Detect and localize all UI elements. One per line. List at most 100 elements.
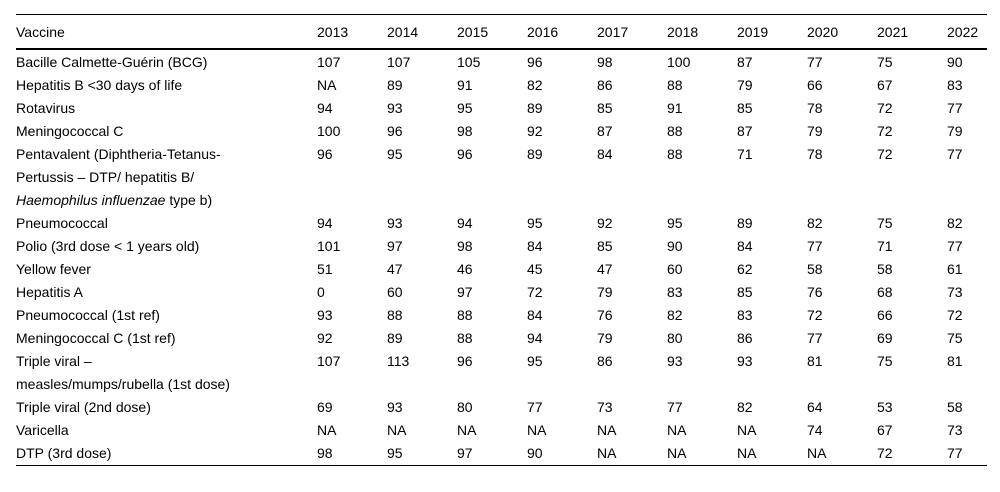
vaccine-name-cell: Polio (3rd dose < 1 years old) <box>16 235 317 258</box>
coverage-value-cell: 93 <box>317 307 333 323</box>
coverage-value-cell: 81 <box>807 353 823 369</box>
coverage-value-cell: 96 <box>457 146 473 162</box>
coverage-value-cell: 77 <box>667 399 683 415</box>
coverage-value-cell: 87 <box>597 123 613 139</box>
coverage-value-cell: 105 <box>457 54 481 70</box>
vaccine-name-segment: Polio (3rd dose < 1 years old) <box>16 238 200 254</box>
coverage-value-cell: 88 <box>667 146 683 162</box>
vaccine-name-segment: Triple viral (2nd dose) <box>16 399 151 415</box>
coverage-value-cell: 83 <box>737 307 753 323</box>
coverage-value-cell: NA <box>737 445 757 461</box>
coverage-value-cell: 75 <box>877 215 893 231</box>
coverage-value-cell: 97 <box>457 284 473 300</box>
vaccine-name-segment: Bacille Calmette-Guérin (BCG) <box>16 54 208 70</box>
coverage-value-cell: 61 <box>947 261 963 277</box>
coverage-value-cell: NA <box>317 422 337 438</box>
coverage-value-cell: 93 <box>387 399 403 415</box>
table-row: Polio (3rd dose < 1 years old) 101 97 98 84 8… <box>16 235 987 258</box>
coverage-value-cell: 82 <box>947 215 963 231</box>
table-row: Meningococcal C (1st ref) 92 89 88 94 79 80 86 7… <box>16 327 987 350</box>
vaccine-name-segment: Varicella <box>16 422 69 438</box>
coverage-value-cell: 95 <box>527 215 543 231</box>
vaccine-column-header: Vaccine <box>16 14 317 50</box>
vaccine-name-cell: Hepatitis A <box>16 281 317 304</box>
vaccine-name-segment: Meningococcal C <box>16 123 124 139</box>
coverage-value-cell: 113 <box>387 353 410 369</box>
vaccine-name-cell: Hepatitis B <30 days of life <box>16 74 317 97</box>
coverage-value-cell: 100 <box>667 54 691 70</box>
coverage-value-cell: 88 <box>457 307 473 323</box>
coverage-value-cell: 91 <box>667 100 683 116</box>
header-row: Vaccine 2013 2014 2015 2016 2017 2018 2019 2020 2… <box>16 14 987 50</box>
year-column-header: 2018 <box>667 14 737 50</box>
coverage-value-cell: 79 <box>807 123 823 139</box>
vaccine-name-segment: type b) <box>165 192 213 208</box>
table-row: Rotavirus 94 93 95 89 85 91 85 78 72 77 <box>16 97 987 120</box>
coverage-value-cell: NA <box>387 422 407 438</box>
table-row: Hepatitis A 0 60 97 72 79 83 85 76 68 73 <box>16 281 987 304</box>
coverage-value-cell: 88 <box>457 330 473 346</box>
table-header: Vaccine 2013 2014 2015 2016 2017 2018 2019 2020 2… <box>16 14 987 50</box>
table-row: Varicella NA NA NA NA NA NA NA 74 67 73 <box>16 419 987 442</box>
vaccine-name-segment: measles/mumps/rubella (1st dose) <box>16 376 230 392</box>
coverage-value-cell: 66 <box>807 77 823 93</box>
coverage-value-cell: 96 <box>457 353 473 369</box>
coverage-value-cell: 58 <box>807 261 823 277</box>
coverage-value-cell: 71 <box>877 238 893 254</box>
coverage-value-cell: 93 <box>737 353 753 369</box>
coverage-value-cell: 73 <box>597 399 613 415</box>
coverage-value-cell: 78 <box>807 146 823 162</box>
coverage-value-cell: NA <box>317 77 337 93</box>
vaccine-name-segment: Triple viral – <box>16 353 92 369</box>
vaccine-name-segment: DTP (3rd dose) <box>16 445 112 461</box>
coverage-value-cell: 97 <box>457 445 473 461</box>
coverage-value-cell: 78 <box>807 100 823 116</box>
coverage-value-cell: 72 <box>947 307 963 323</box>
coverage-value-cell: 71 <box>737 146 753 162</box>
vaccine-name-segment: Pertussis – DTP/ hepatitis B/ <box>16 169 195 185</box>
page: Vaccine 2013 2014 2015 2016 2017 2018 2019 2020 2… <box>0 14 1000 492</box>
vaccine-name-segment: Pneumococcal <box>16 215 108 231</box>
vaccine-name-cell: Pneumococcal (1st ref) <box>16 304 317 327</box>
year-column-header: 2017 <box>597 14 667 50</box>
coverage-value-cell: 62 <box>737 261 753 277</box>
coverage-value-cell: 86 <box>597 353 613 369</box>
table-row: Pentavalent (Diphtheria-Tetanus- Pertussi… <box>16 143 987 212</box>
coverage-value-cell: 0 <box>317 284 325 300</box>
coverage-value-cell: 100 <box>317 123 341 139</box>
vaccine-name-cell: Rotavirus <box>16 97 317 120</box>
year-column-header: 2021 <box>877 14 947 50</box>
coverage-value-cell: 76 <box>597 307 613 323</box>
coverage-value-cell: 74 <box>807 422 823 438</box>
coverage-value-cell: 83 <box>667 284 683 300</box>
coverage-value-cell: 97 <box>387 238 403 254</box>
coverage-value-cell: 107 <box>387 54 411 70</box>
coverage-value-cell: 94 <box>457 215 473 231</box>
coverage-value-cell: 88 <box>667 77 683 93</box>
coverage-value-cell: NA <box>807 445 827 461</box>
coverage-value-cell: 94 <box>527 330 543 346</box>
coverage-value-cell: 47 <box>597 261 613 277</box>
coverage-value-cell: 67 <box>877 77 893 93</box>
coverage-value-cell: 75 <box>947 330 963 346</box>
coverage-value-cell: 89 <box>737 215 753 231</box>
coverage-value-cell: 86 <box>737 330 753 346</box>
coverage-value-cell: 90 <box>947 54 963 70</box>
coverage-value-cell: 107 <box>317 353 341 369</box>
coverage-value-cell: 68 <box>877 284 893 300</box>
coverage-value-cell: 45 <box>527 261 543 277</box>
coverage-value-cell: 76 <box>807 284 823 300</box>
coverage-value-cell: 85 <box>737 100 753 116</box>
coverage-value-cell: 90 <box>527 445 543 461</box>
vaccine-name-segment: Meningococcal C (1st ref) <box>16 330 176 346</box>
coverage-value-cell: 98 <box>457 123 473 139</box>
coverage-value-cell: 84 <box>527 307 543 323</box>
coverage-value-cell: 107 <box>317 54 341 70</box>
table-row: Yellow fever 51 47 46 45 47 60 62 58 58 61 <box>16 258 987 281</box>
coverage-value-cell: 86 <box>597 77 613 93</box>
coverage-value-cell: 46 <box>457 261 473 277</box>
vaccine-name-cell: Meningococcal C (1st ref) <box>16 327 317 350</box>
table-row: Triple viral – measles/mumps/rubella (1st… <box>16 350 987 396</box>
coverage-value-cell: 90 <box>667 238 683 254</box>
coverage-value-cell: 95 <box>527 353 543 369</box>
